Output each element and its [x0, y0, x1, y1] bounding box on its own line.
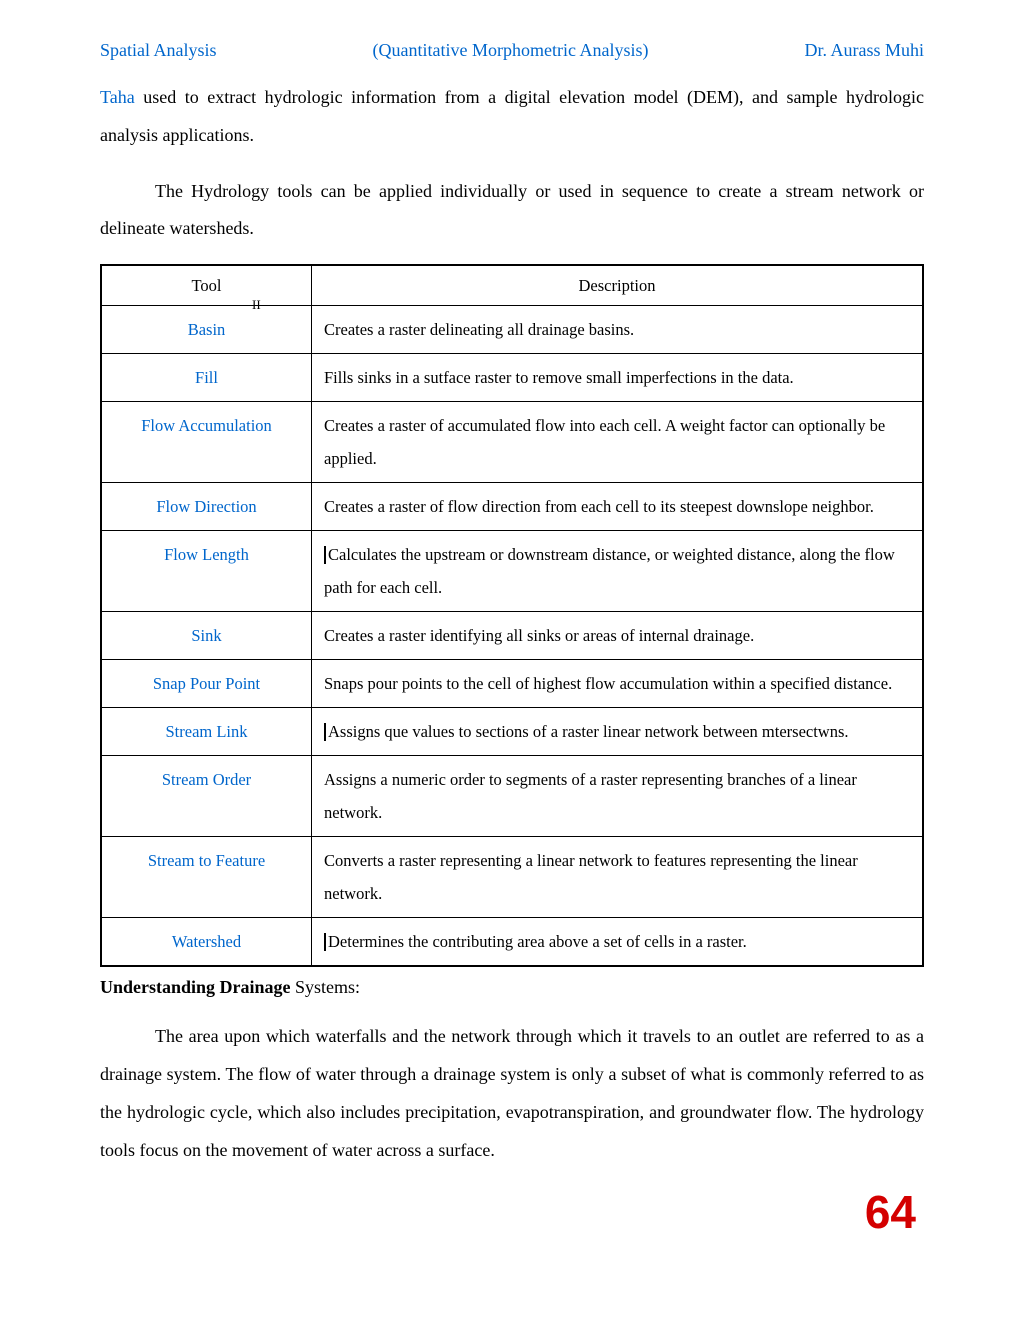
document-page: Spatial Analysis (Quantitative Morphomet… — [0, 0, 1024, 1269]
table-row: Stream Order Assigns a numeric order to … — [101, 756, 923, 837]
tool-desc-text: Determines the contributing area above a… — [328, 932, 747, 951]
tool-desc-text: Calculates the upstream or downstream di… — [324, 545, 895, 597]
tool-name[interactable]: Flow Accumulation — [101, 402, 312, 483]
table-header-tool-text: Tool — [191, 276, 221, 295]
table-header-tool: Tool — [101, 265, 312, 306]
section-title-bold: Understanding Drainage — [100, 977, 291, 997]
cursor-mark-icon — [324, 546, 326, 564]
intro-line1-rest: used to extract hydrologic information f… — [100, 87, 924, 145]
tool-name[interactable]: Stream Order — [101, 756, 312, 837]
header-right: Dr. Aurass Muhi — [804, 40, 924, 61]
section-heading: Understanding Drainage Systems: — [100, 977, 924, 998]
tool-description: Creates a raster of accumulated flow int… — [312, 402, 924, 483]
tool-description: Calculates the upstream or downstream di… — [312, 531, 924, 612]
cursor-mark-icon — [324, 933, 326, 951]
table-header-desc-text: Description — [579, 276, 656, 295]
table-row: Basin Creates a raster delineating all d… — [101, 306, 923, 354]
tool-description: Determines the contributing area above a… — [312, 918, 924, 967]
tool-name[interactable]: Basin — [101, 306, 312, 354]
tool-description: Creates a raster of flow direction from … — [312, 483, 924, 531]
table-row: Fill Fills sinks in a sutface raster to … — [101, 354, 923, 402]
section-title-rest: Systems: — [291, 977, 361, 997]
tool-name[interactable]: Fill — [101, 354, 312, 402]
tool-description: Fills sinks in a sutface raster to remov… — [312, 354, 924, 402]
table-body: Basin Creates a raster delineating all d… — [101, 306, 923, 967]
table-row: Sink Creates a raster identifying all si… — [101, 612, 923, 660]
table-row: Flow Length Calculates the upstream or d… — [101, 531, 923, 612]
intro-paragraph-1: Taha used to extract hydrologic informat… — [100, 79, 924, 155]
tool-name[interactable]: Stream Link — [101, 708, 312, 756]
page-number: 64 — [100, 1185, 924, 1239]
intro-paragraph-2: The Hydrology tools can be applied indiv… — [100, 173, 924, 249]
tool-description: Assigns a numeric order to segments of a… — [312, 756, 924, 837]
tool-name[interactable]: Flow Direction — [101, 483, 312, 531]
tool-description: Creates a raster identifying all sinks o… — [312, 612, 924, 660]
tool-name[interactable]: Snap Pour Point — [101, 660, 312, 708]
table-header-description: Description II — [312, 265, 924, 306]
header-left: Spatial Analysis — [100, 40, 217, 61]
tool-name[interactable]: Stream to Feature — [101, 837, 312, 918]
table-row: Flow Direction Creates a raster of flow … — [101, 483, 923, 531]
tool-description: Snaps pour points to the cell of highest… — [312, 660, 924, 708]
tool-description: Converts a raster representing a linear … — [312, 837, 924, 918]
table-row: Flow Accumulation Creates a raster of ac… — [101, 402, 923, 483]
table-row: Stream to Feature Converts a raster repr… — [101, 837, 923, 918]
taha-label: Taha — [100, 87, 135, 107]
tool-description: Creates a raster delineating all drainag… — [312, 306, 924, 354]
header-center: (Quantitative Morphometric Analysis) — [373, 40, 649, 61]
page-header: Spatial Analysis (Quantitative Morphomet… — [100, 40, 924, 61]
tool-name[interactable]: Watershed — [101, 918, 312, 967]
tool-description: Assigns que values to sections of a rast… — [312, 708, 924, 756]
table-row: Stream Link Assigns que values to sectio… — [101, 708, 923, 756]
tool-desc-text: Assigns que values to sections of a rast… — [328, 722, 849, 741]
cursor-mark-icon — [324, 723, 326, 741]
table-row: Snap Pour Point Snaps pour points to the… — [101, 660, 923, 708]
hydrology-tools-table: Tool Description II Basin Creates a rast… — [100, 264, 924, 967]
tool-name[interactable]: Flow Length — [101, 531, 312, 612]
section-body: The area upon which waterfalls and the n… — [100, 1018, 924, 1169]
table-row: Watershed Determines the contributing ar… — [101, 918, 923, 967]
tool-name[interactable]: Sink — [101, 612, 312, 660]
table-sub-ii: II — [252, 292, 261, 318]
